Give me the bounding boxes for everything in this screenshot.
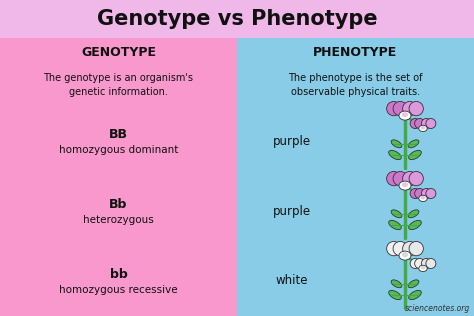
Circle shape bbox=[415, 258, 425, 269]
Circle shape bbox=[409, 241, 423, 256]
Ellipse shape bbox=[389, 290, 401, 300]
FancyBboxPatch shape bbox=[0, 38, 237, 316]
Ellipse shape bbox=[402, 182, 408, 187]
Ellipse shape bbox=[391, 280, 402, 288]
FancyBboxPatch shape bbox=[0, 0, 474, 38]
Ellipse shape bbox=[391, 210, 402, 218]
Circle shape bbox=[402, 172, 417, 186]
Ellipse shape bbox=[389, 150, 401, 160]
Text: homozygous dominant: homozygous dominant bbox=[59, 145, 178, 155]
Circle shape bbox=[426, 189, 436, 198]
Text: The genotype is an organism's
genetic information.: The genotype is an organism's genetic in… bbox=[44, 73, 193, 97]
Circle shape bbox=[393, 172, 407, 186]
Circle shape bbox=[409, 172, 423, 186]
Ellipse shape bbox=[421, 196, 425, 199]
Text: white: white bbox=[276, 275, 308, 288]
Ellipse shape bbox=[402, 252, 408, 257]
Circle shape bbox=[421, 189, 431, 198]
Circle shape bbox=[387, 241, 401, 256]
Circle shape bbox=[402, 101, 417, 116]
Ellipse shape bbox=[419, 195, 427, 202]
Ellipse shape bbox=[402, 112, 408, 117]
Ellipse shape bbox=[391, 140, 402, 148]
Ellipse shape bbox=[408, 280, 419, 288]
Ellipse shape bbox=[408, 140, 419, 148]
Text: Bb: Bb bbox=[109, 198, 128, 210]
Text: sciencenotes.org: sciencenotes.org bbox=[405, 304, 470, 313]
Circle shape bbox=[421, 258, 431, 269]
Circle shape bbox=[426, 118, 436, 129]
Ellipse shape bbox=[408, 210, 419, 218]
Text: The phenotype is the set of
observable physical traits.: The phenotype is the set of observable p… bbox=[288, 73, 423, 97]
Text: homozygous recessive: homozygous recessive bbox=[59, 285, 178, 295]
Text: PHENOTYPE: PHENOTYPE bbox=[313, 46, 398, 58]
Ellipse shape bbox=[419, 265, 427, 271]
Text: BB: BB bbox=[109, 127, 128, 141]
Ellipse shape bbox=[409, 290, 421, 300]
Ellipse shape bbox=[399, 111, 411, 120]
Ellipse shape bbox=[409, 150, 421, 160]
Circle shape bbox=[393, 241, 407, 256]
Text: heterozygous: heterozygous bbox=[83, 215, 154, 225]
Text: purple: purple bbox=[273, 204, 311, 217]
Text: bb: bb bbox=[109, 268, 128, 281]
Ellipse shape bbox=[421, 126, 425, 130]
Circle shape bbox=[402, 241, 417, 256]
FancyBboxPatch shape bbox=[237, 38, 474, 316]
Text: Genotype vs Phenotype: Genotype vs Phenotype bbox=[97, 9, 377, 29]
Circle shape bbox=[415, 118, 425, 129]
Text: purple: purple bbox=[273, 135, 311, 148]
Circle shape bbox=[387, 172, 401, 186]
Circle shape bbox=[415, 189, 425, 198]
Ellipse shape bbox=[389, 220, 401, 230]
Circle shape bbox=[421, 118, 431, 129]
Ellipse shape bbox=[399, 181, 411, 190]
Circle shape bbox=[426, 258, 436, 269]
Circle shape bbox=[387, 101, 401, 116]
Circle shape bbox=[393, 101, 407, 116]
Ellipse shape bbox=[419, 125, 427, 131]
Text: GENOTYPE: GENOTYPE bbox=[81, 46, 156, 58]
Ellipse shape bbox=[421, 266, 425, 270]
Ellipse shape bbox=[399, 251, 411, 260]
Circle shape bbox=[410, 258, 420, 269]
Circle shape bbox=[409, 101, 423, 116]
Circle shape bbox=[410, 189, 420, 198]
Ellipse shape bbox=[409, 220, 421, 230]
Circle shape bbox=[410, 118, 420, 129]
